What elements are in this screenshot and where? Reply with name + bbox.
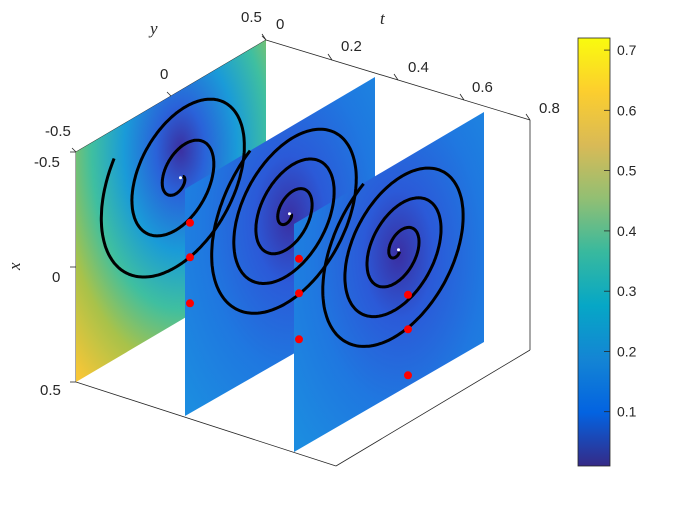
y-axis: -0.5 0 0.5 y xyxy=(45,9,267,153)
marker-2-0 xyxy=(404,290,412,299)
trajectories xyxy=(99,97,465,348)
spiral-curve-1 xyxy=(210,127,358,315)
t-axis: 0 0.2 0.4 0.6 0.8 t xyxy=(261,9,560,121)
t-tick-0: 0 xyxy=(276,16,284,33)
marker-1-1 xyxy=(295,289,303,298)
x-axis: -0.5 0 0.5 x xyxy=(5,151,76,399)
spiral-center-0 xyxy=(179,176,182,180)
marker-2-2 xyxy=(404,371,412,380)
t-axis-label: t xyxy=(380,9,386,28)
t-tick-2: 0.4 xyxy=(408,59,429,76)
y-tick-0: -0.5 xyxy=(45,123,71,140)
slice-planes xyxy=(76,40,484,452)
marker-2-1 xyxy=(404,325,412,334)
y-tick-1: 0 xyxy=(160,66,168,83)
marker-1-0 xyxy=(295,254,303,263)
marker-0-2 xyxy=(186,299,194,308)
markers xyxy=(186,218,412,380)
colorbar-tick-2: 0.3 xyxy=(617,283,637,299)
colorbar-tick-0: 0.1 xyxy=(617,404,637,420)
colorbar: 0.1 0.2 0.3 0.4 0.5 0.6 0.7 xyxy=(577,37,637,467)
spiral-center-1 xyxy=(288,212,291,216)
spiral-curve-2 xyxy=(321,166,465,348)
colorbar-tick-6: 0.7 xyxy=(617,42,637,58)
colorbar-ticks: 0.1 0.2 0.3 0.4 0.5 0.6 0.7 xyxy=(604,42,637,420)
colorbar-tick-4: 0.5 xyxy=(617,163,637,179)
t-tick-3: 0.6 xyxy=(472,79,493,96)
colorbar-tick-3: 0.4 xyxy=(617,223,637,239)
slice-plane-t08 xyxy=(294,112,484,452)
t-tick-4: 0.8 xyxy=(539,100,560,117)
y-axis-label: y xyxy=(148,19,158,38)
spiral-center-2 xyxy=(397,248,400,252)
y-tick-2: 0.5 xyxy=(241,9,262,26)
colorbar-tick-5: 0.6 xyxy=(617,102,637,118)
x-tick-2: 0.5 xyxy=(40,382,61,399)
colorbar-tick-1: 0.2 xyxy=(617,344,637,360)
marker-0-1 xyxy=(186,253,194,262)
marker-0-0 xyxy=(186,218,194,227)
t-tick-1: 0.2 xyxy=(341,38,362,55)
x-tick-0: -0.5 xyxy=(34,154,60,171)
x-tick-1: 0 xyxy=(52,269,60,286)
x-axis-label: x xyxy=(5,262,24,271)
colorbar-strip xyxy=(577,37,611,467)
marker-1-2 xyxy=(295,335,303,344)
